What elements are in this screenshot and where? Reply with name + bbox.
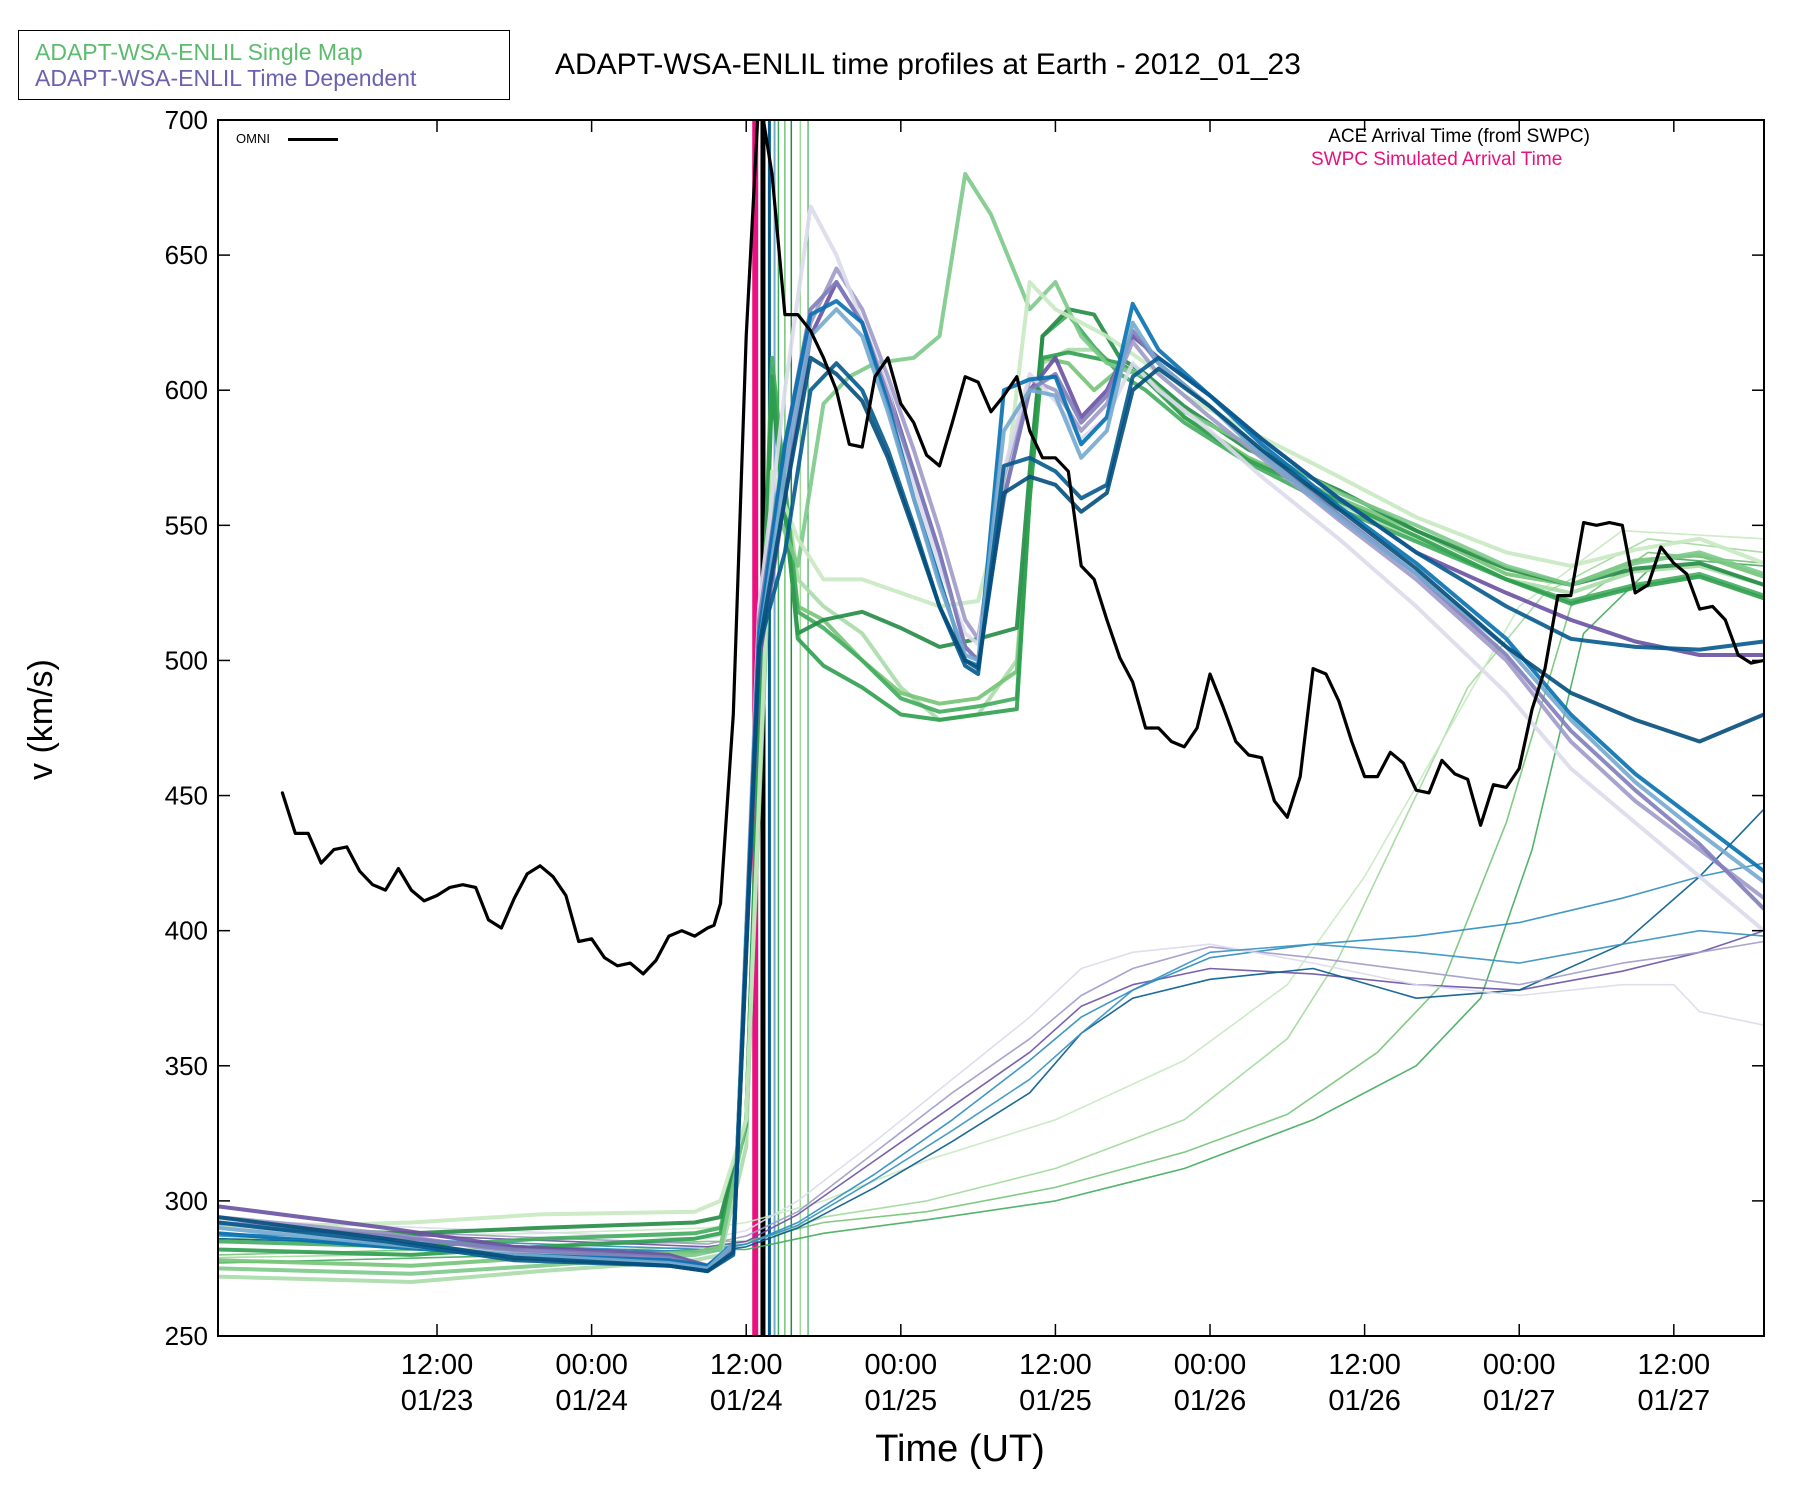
x-tick-time-label: 12:00 — [401, 1349, 474, 1381]
series-omni — [280, 120, 1764, 976]
series-time-dep-6 — [218, 307, 1764, 1271]
series-single-map-2 — [218, 355, 1764, 1268]
x-tick-time-label: 12:00 — [1328, 1349, 1401, 1381]
x-tick-date-label: 01/25 — [865, 1385, 938, 1417]
x-tick-date-label: 01/24 — [710, 1385, 783, 1417]
y-tick-label: 650 — [165, 240, 208, 270]
series-single-map-7 — [218, 280, 1764, 1230]
y-tick-label: 250 — [165, 1321, 208, 1351]
y-tick-label: 600 — [165, 375, 208, 405]
series-time-dep-thin-2 — [218, 862, 1764, 1251]
x-tick-date-label: 01/26 — [1328, 1385, 1401, 1417]
series-time-dep-thin-6 — [218, 929, 1764, 1253]
series-time-dep-thin-3 — [218, 808, 1764, 1253]
x-axis-label: Time (UT) — [875, 1428, 1045, 1470]
series-time-dep-1 — [218, 280, 1764, 1268]
x-tick-time-label: 00:00 — [865, 1349, 938, 1381]
x-tick-time-label: 12:00 — [1638, 1349, 1711, 1381]
series-single-map-thin-2 — [218, 537, 1764, 1259]
chart-title: ADAPT-WSA-ENLIL time profiles at Earth -… — [555, 48, 1301, 81]
series-single-map-1 — [218, 347, 1764, 1284]
series-single-map-thin-4 — [218, 529, 1764, 1240]
omni-legend-swatch — [288, 138, 338, 141]
y-tick-label: 300 — [165, 1186, 208, 1216]
y-tick-label: 350 — [165, 1051, 208, 1081]
legend-entry-time-dependent: ADAPT-WSA-ENLIL Time Dependent — [35, 65, 417, 91]
x-tick-date-label: 01/27 — [1638, 1385, 1711, 1417]
x-tick-time-label: 00:00 — [555, 1349, 628, 1381]
x-tick-time-label: 00:00 — [1174, 1349, 1247, 1381]
x-tick-date-label: 01/24 — [555, 1385, 628, 1417]
x-tick-time-label: 12:00 — [1019, 1349, 1092, 1381]
swpc-arrival-annotation: SWPC Simulated Arrival Time — [1311, 149, 1563, 170]
omni-legend-label: OMNI — [236, 131, 270, 146]
series-time-dep-thin-5 — [218, 943, 1764, 1240]
legend: ADAPT-WSA-ENLIL Single Map ADAPT-WSA-ENL… — [18, 30, 510, 100]
axis-ticks: 250 300 350 400 450 500 550 600 650 700 12:00 01/23… — [165, 105, 1764, 1417]
x-tick-time-label: 00:00 — [1483, 1349, 1556, 1381]
series-single-map-5 — [218, 350, 1764, 1257]
x-tick-date-label: 01/25 — [1019, 1385, 1092, 1417]
y-tick-label: 400 — [165, 916, 208, 946]
x-tick-time-label: 12:00 — [710, 1349, 783, 1381]
y-tick-label: 450 — [165, 781, 208, 811]
series-time-dep-7 — [218, 355, 1764, 1274]
series-time-dep-2 — [218, 266, 1764, 1274]
series-single-map-4 — [218, 307, 1764, 1236]
y-tick-label: 700 — [165, 105, 208, 135]
series-single-map-3 — [218, 312, 1764, 1249]
series-single-map-thin-1 — [218, 551, 1764, 1256]
plot-frame — [217, 119, 1765, 1337]
y-axis-label: v (km/s) — [22, 659, 60, 780]
series-time-dep-5 — [218, 299, 1764, 1268]
y-tick-label: 500 — [165, 645, 208, 675]
series-time-dep-thin-1 — [218, 929, 1764, 1248]
series-time-dep-thin-4 — [218, 940, 1764, 1245]
y-tick-label: 550 — [165, 510, 208, 540]
series-lines — [218, 120, 1764, 1284]
x-tick-date-label: 01/23 — [401, 1385, 474, 1417]
x-tick-date-label: 01/27 — [1483, 1385, 1556, 1417]
ace-arrival-annotation: ACE Arrival Time (from SWPC) — [1328, 126, 1590, 147]
x-tick-date-label: 01/26 — [1174, 1385, 1247, 1417]
series-time-dep-8 — [218, 355, 1764, 1274]
legend-entry-single-map: ADAPT-WSA-ENLIL Single Map — [35, 39, 363, 65]
series-time-dep-4 — [218, 280, 1764, 1271]
